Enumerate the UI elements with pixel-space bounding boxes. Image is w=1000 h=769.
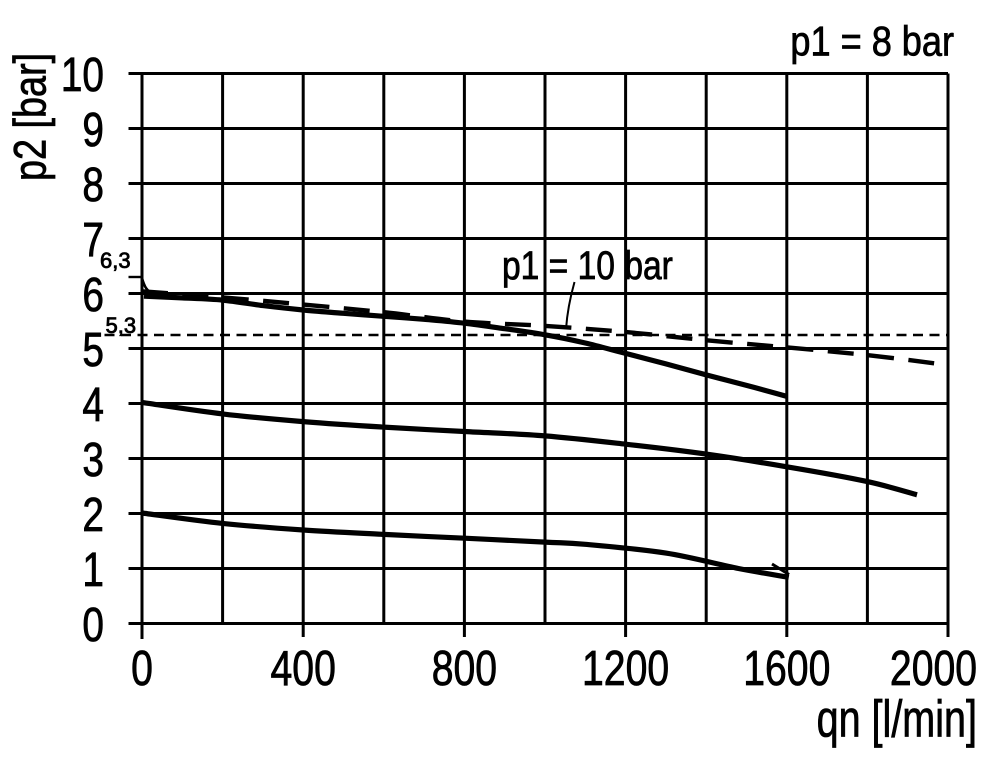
svg-text:1600: 1600 bbox=[743, 642, 830, 696]
svg-text:6,3: 6,3 bbox=[100, 248, 131, 273]
svg-text:1200: 1200 bbox=[582, 642, 669, 696]
svg-text:6: 6 bbox=[82, 268, 104, 322]
svg-text:p1 = 10 bar: p1 = 10 bar bbox=[502, 243, 673, 287]
svg-text:2000: 2000 bbox=[890, 642, 977, 696]
svg-text:5: 5 bbox=[82, 323, 104, 377]
svg-text:400: 400 bbox=[271, 642, 336, 696]
svg-text:1: 1 bbox=[82, 543, 104, 597]
svg-text:800: 800 bbox=[432, 642, 497, 696]
svg-text:3: 3 bbox=[82, 433, 104, 487]
svg-text:2: 2 bbox=[82, 488, 104, 542]
svg-text:7: 7 bbox=[82, 213, 104, 267]
svg-text:0: 0 bbox=[131, 642, 153, 696]
svg-text:8: 8 bbox=[82, 158, 104, 212]
svg-text:4: 4 bbox=[82, 378, 104, 432]
svg-text:p1 = 8 bar: p1 = 8 bar bbox=[790, 19, 954, 65]
svg-text:10: 10 bbox=[61, 48, 104, 102]
svg-text:9: 9 bbox=[82, 103, 104, 157]
svg-text:5,3: 5,3 bbox=[106, 313, 137, 338]
svg-text:qn [l/min]: qn [l/min] bbox=[817, 689, 977, 748]
svg-text:p2 [bar]: p2 [bar] bbox=[4, 53, 55, 181]
svg-text:0: 0 bbox=[82, 598, 104, 652]
